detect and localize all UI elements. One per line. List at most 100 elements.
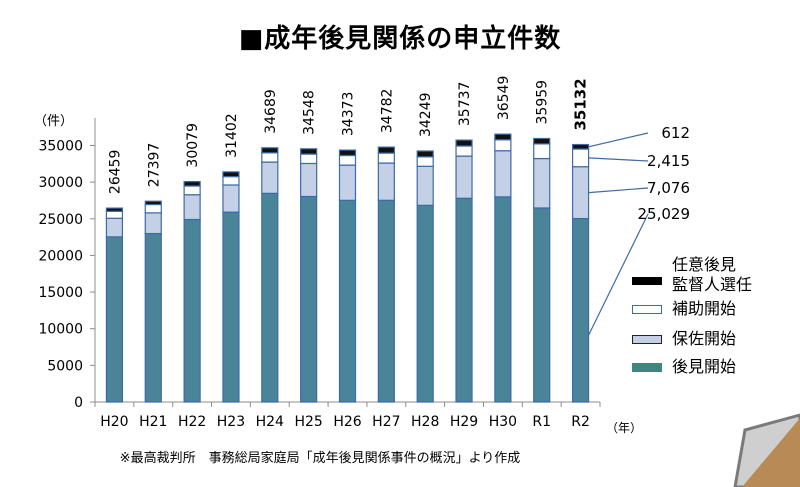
total-label: 34249 — [418, 92, 434, 137]
annotation-leader — [588, 187, 649, 194]
x-axis-label: （年） — [606, 421, 642, 435]
bar-segment-2 — [377, 162, 395, 201]
bar-segment-3 — [377, 152, 395, 164]
x-tick-label: H25 — [294, 414, 322, 430]
bar-segment-3 — [144, 203, 162, 214]
bar-segment-3 — [455, 145, 473, 157]
bar-segment-3 — [222, 175, 240, 186]
legend-label: 補助開始 — [672, 299, 737, 318]
bar-segment-3 — [338, 154, 357, 166]
bar-segment-1 — [494, 196, 512, 403]
y-tick-label: 10000 — [38, 322, 83, 338]
legend-label: 任意後見 — [672, 255, 737, 274]
total-label: 34689 — [263, 89, 279, 134]
bar-segment-1 — [377, 199, 395, 403]
bar-segment-4 — [377, 146, 395, 154]
bar-segment-3 — [183, 185, 201, 196]
y-tick-label: 35000 — [38, 139, 83, 155]
y-tick-label: 20000 — [38, 248, 83, 264]
bar-segment-4 — [455, 139, 473, 147]
bar-segment-1 — [455, 197, 473, 403]
bar-segment-3 — [416, 156, 434, 167]
bar-segment-2 — [416, 165, 434, 206]
bar-segment-4 — [105, 207, 124, 212]
bar-segment-2 — [455, 155, 473, 199]
total-labels: 26459 27397 30079 31402 34689 34548 34373 34782… — [107, 76, 589, 194]
total-label: 31402 — [224, 113, 240, 158]
legend-swatch — [632, 277, 662, 285]
chart-title: ■成年後見関係の申立件数 — [238, 24, 562, 54]
x-tick-label: H22 — [178, 414, 206, 430]
x-tick-label: H23 — [217, 414, 245, 430]
bars — [105, 133, 590, 403]
bar-segment-4 — [261, 147, 279, 154]
x-tick-label: H29 — [450, 414, 478, 430]
annotations: 612 2,415 7,076 25,029 — [588, 124, 691, 336]
x-tick-label: H28 — [411, 414, 439, 430]
legend-swatch — [632, 305, 662, 314]
total-label: 36549 — [496, 76, 512, 121]
bar-segment-2 — [183, 194, 201, 221]
bar-segment-2 — [533, 157, 551, 209]
annotation-leader — [588, 132, 649, 148]
x-tick-label: R1 — [532, 414, 551, 430]
y-tick-label: 30000 — [38, 175, 83, 191]
y-tick-label: 0 — [74, 395, 83, 411]
total-label: 35132 — [572, 78, 590, 130]
bar-segment-3 — [261, 152, 279, 163]
x-tick-label: H20 — [100, 414, 128, 430]
bar-segment-1 — [105, 236, 124, 403]
y-tick-label: 5000 — [47, 358, 83, 374]
bar-segment-3 — [300, 153, 318, 165]
page-curl-decoration — [733, 413, 800, 487]
bar-segment-2 — [105, 217, 124, 238]
bar-segment-4 — [183, 180, 201, 187]
annotation-label: 2,415 — [647, 152, 690, 170]
total-label: 27397 — [146, 143, 162, 188]
bar-segment-2 — [338, 164, 357, 201]
axes: 0 5000 10000 15000 20000 25000 30000 35000 H20 H2… — [38, 118, 601, 430]
annotation-label: 7,076 — [647, 179, 690, 197]
bar-segment-4 — [300, 148, 318, 155]
bar-segment-4 — [144, 200, 162, 206]
legend-swatch — [632, 363, 662, 372]
bar-segment-1 — [183, 218, 201, 403]
bar-segment-1 — [144, 232, 162, 403]
y-tick-label: 25000 — [38, 212, 83, 228]
annotation-label: 612 — [661, 124, 690, 142]
bar-segment-2 — [300, 162, 318, 198]
total-label: 34782 — [379, 89, 395, 134]
annotation-label: 25,029 — [638, 205, 691, 223]
total-label: 34548 — [302, 90, 318, 135]
bar-segment-1 — [533, 207, 551, 403]
x-tick-label: H24 — [256, 414, 284, 430]
legend-label: 後見開始 — [672, 357, 737, 376]
legend-label: 保佐開始 — [672, 329, 737, 348]
bar-segment-3 — [571, 148, 590, 168]
bar-segment-1 — [338, 199, 357, 403]
y-axis-label: （件） — [34, 114, 73, 129]
x-tick-label: H27 — [372, 414, 400, 430]
x-tick-label: H21 — [139, 414, 167, 430]
total-label: 34373 — [341, 92, 357, 137]
annotation-leader — [588, 213, 649, 336]
bar-segment-3 — [105, 210, 124, 219]
bar-segment-4 — [571, 143, 590, 150]
bar-segment-2 — [222, 184, 240, 213]
bar-segment-1 — [222, 211, 240, 403]
x-tick-label: H30 — [489, 414, 517, 430]
bar-segment-2 — [571, 166, 590, 220]
bar-segment-2 — [261, 161, 279, 194]
bar-segment-1 — [261, 192, 279, 403]
bar-segment-2 — [494, 150, 512, 198]
bar-segment-2 — [144, 212, 162, 235]
bar-segment-1 — [571, 217, 590, 403]
bar-segment-1 — [416, 204, 434, 403]
source-note: ※最高裁判所 事務総局家庭局「成年後見関係事件の概況」より作成 — [119, 451, 521, 466]
annotation-leader — [588, 157, 649, 162]
total-label: 30079 — [185, 123, 201, 168]
total-label: 35959 — [535, 80, 551, 125]
bar-segment-1 — [300, 195, 318, 403]
total-label: 35737 — [457, 82, 473, 127]
legend-label: 監督人選任 — [672, 275, 753, 294]
